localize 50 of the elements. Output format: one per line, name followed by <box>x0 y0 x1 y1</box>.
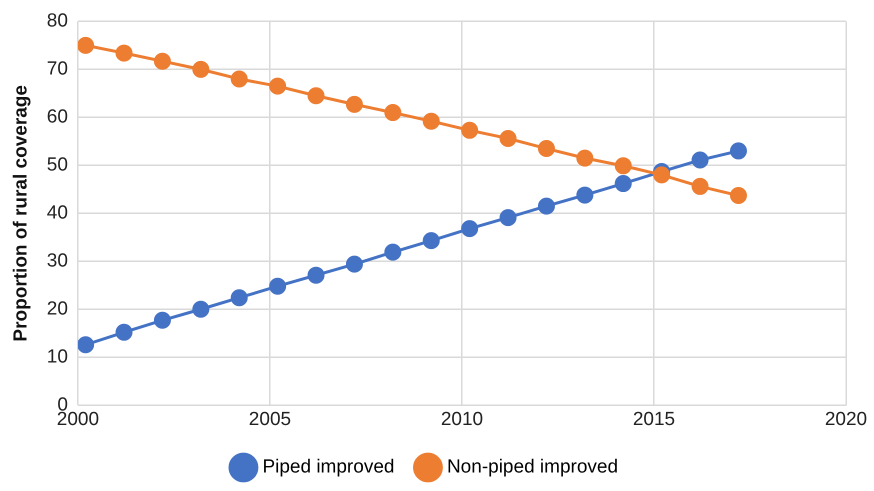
point <box>308 87 325 104</box>
point <box>78 336 94 354</box>
point <box>78 36 94 54</box>
point <box>230 289 248 306</box>
point <box>422 232 440 250</box>
point <box>346 96 363 113</box>
y-tick-label: 40 <box>46 202 68 224</box>
y-tick-label: 50 <box>46 154 68 176</box>
x-tick-label: 2015 <box>632 408 676 430</box>
point <box>308 266 325 284</box>
point <box>384 104 402 122</box>
point <box>538 198 555 215</box>
x-tick-label: 2005 <box>248 408 292 430</box>
point <box>230 70 248 88</box>
point <box>614 157 632 174</box>
point <box>730 187 747 204</box>
point <box>269 278 286 295</box>
point <box>154 52 171 70</box>
y-tick-label: 20 <box>46 298 68 320</box>
point <box>538 140 555 158</box>
y-tick-label: 60 <box>46 106 68 128</box>
y-tick-label: 80 <box>46 10 68 32</box>
point <box>192 300 210 318</box>
x-tick-label: 2010 <box>440 408 484 430</box>
y-axis-title: Proportion of rural coverage <box>10 85 32 342</box>
y-tick-label: 70 <box>46 58 68 80</box>
point <box>192 60 210 78</box>
point <box>692 178 709 195</box>
point <box>461 122 478 139</box>
legend-label: Non-piped improved <box>446 456 618 478</box>
x-tick-label: 2020 <box>824 408 868 430</box>
legend-label: Piped improved <box>262 456 394 478</box>
y-tick-label: 30 <box>46 250 68 272</box>
point <box>346 256 363 273</box>
point <box>116 324 133 341</box>
point <box>730 142 747 160</box>
y-tick-label: 10 <box>46 346 68 368</box>
point <box>154 312 171 329</box>
point <box>500 209 517 226</box>
point <box>422 112 440 130</box>
point <box>500 130 517 147</box>
point <box>116 44 133 62</box>
point <box>576 150 594 167</box>
point <box>653 166 670 184</box>
point <box>614 175 632 192</box>
point <box>269 78 286 95</box>
point <box>576 186 594 204</box>
point <box>461 220 478 238</box>
point <box>692 152 709 169</box>
point <box>384 244 402 261</box>
